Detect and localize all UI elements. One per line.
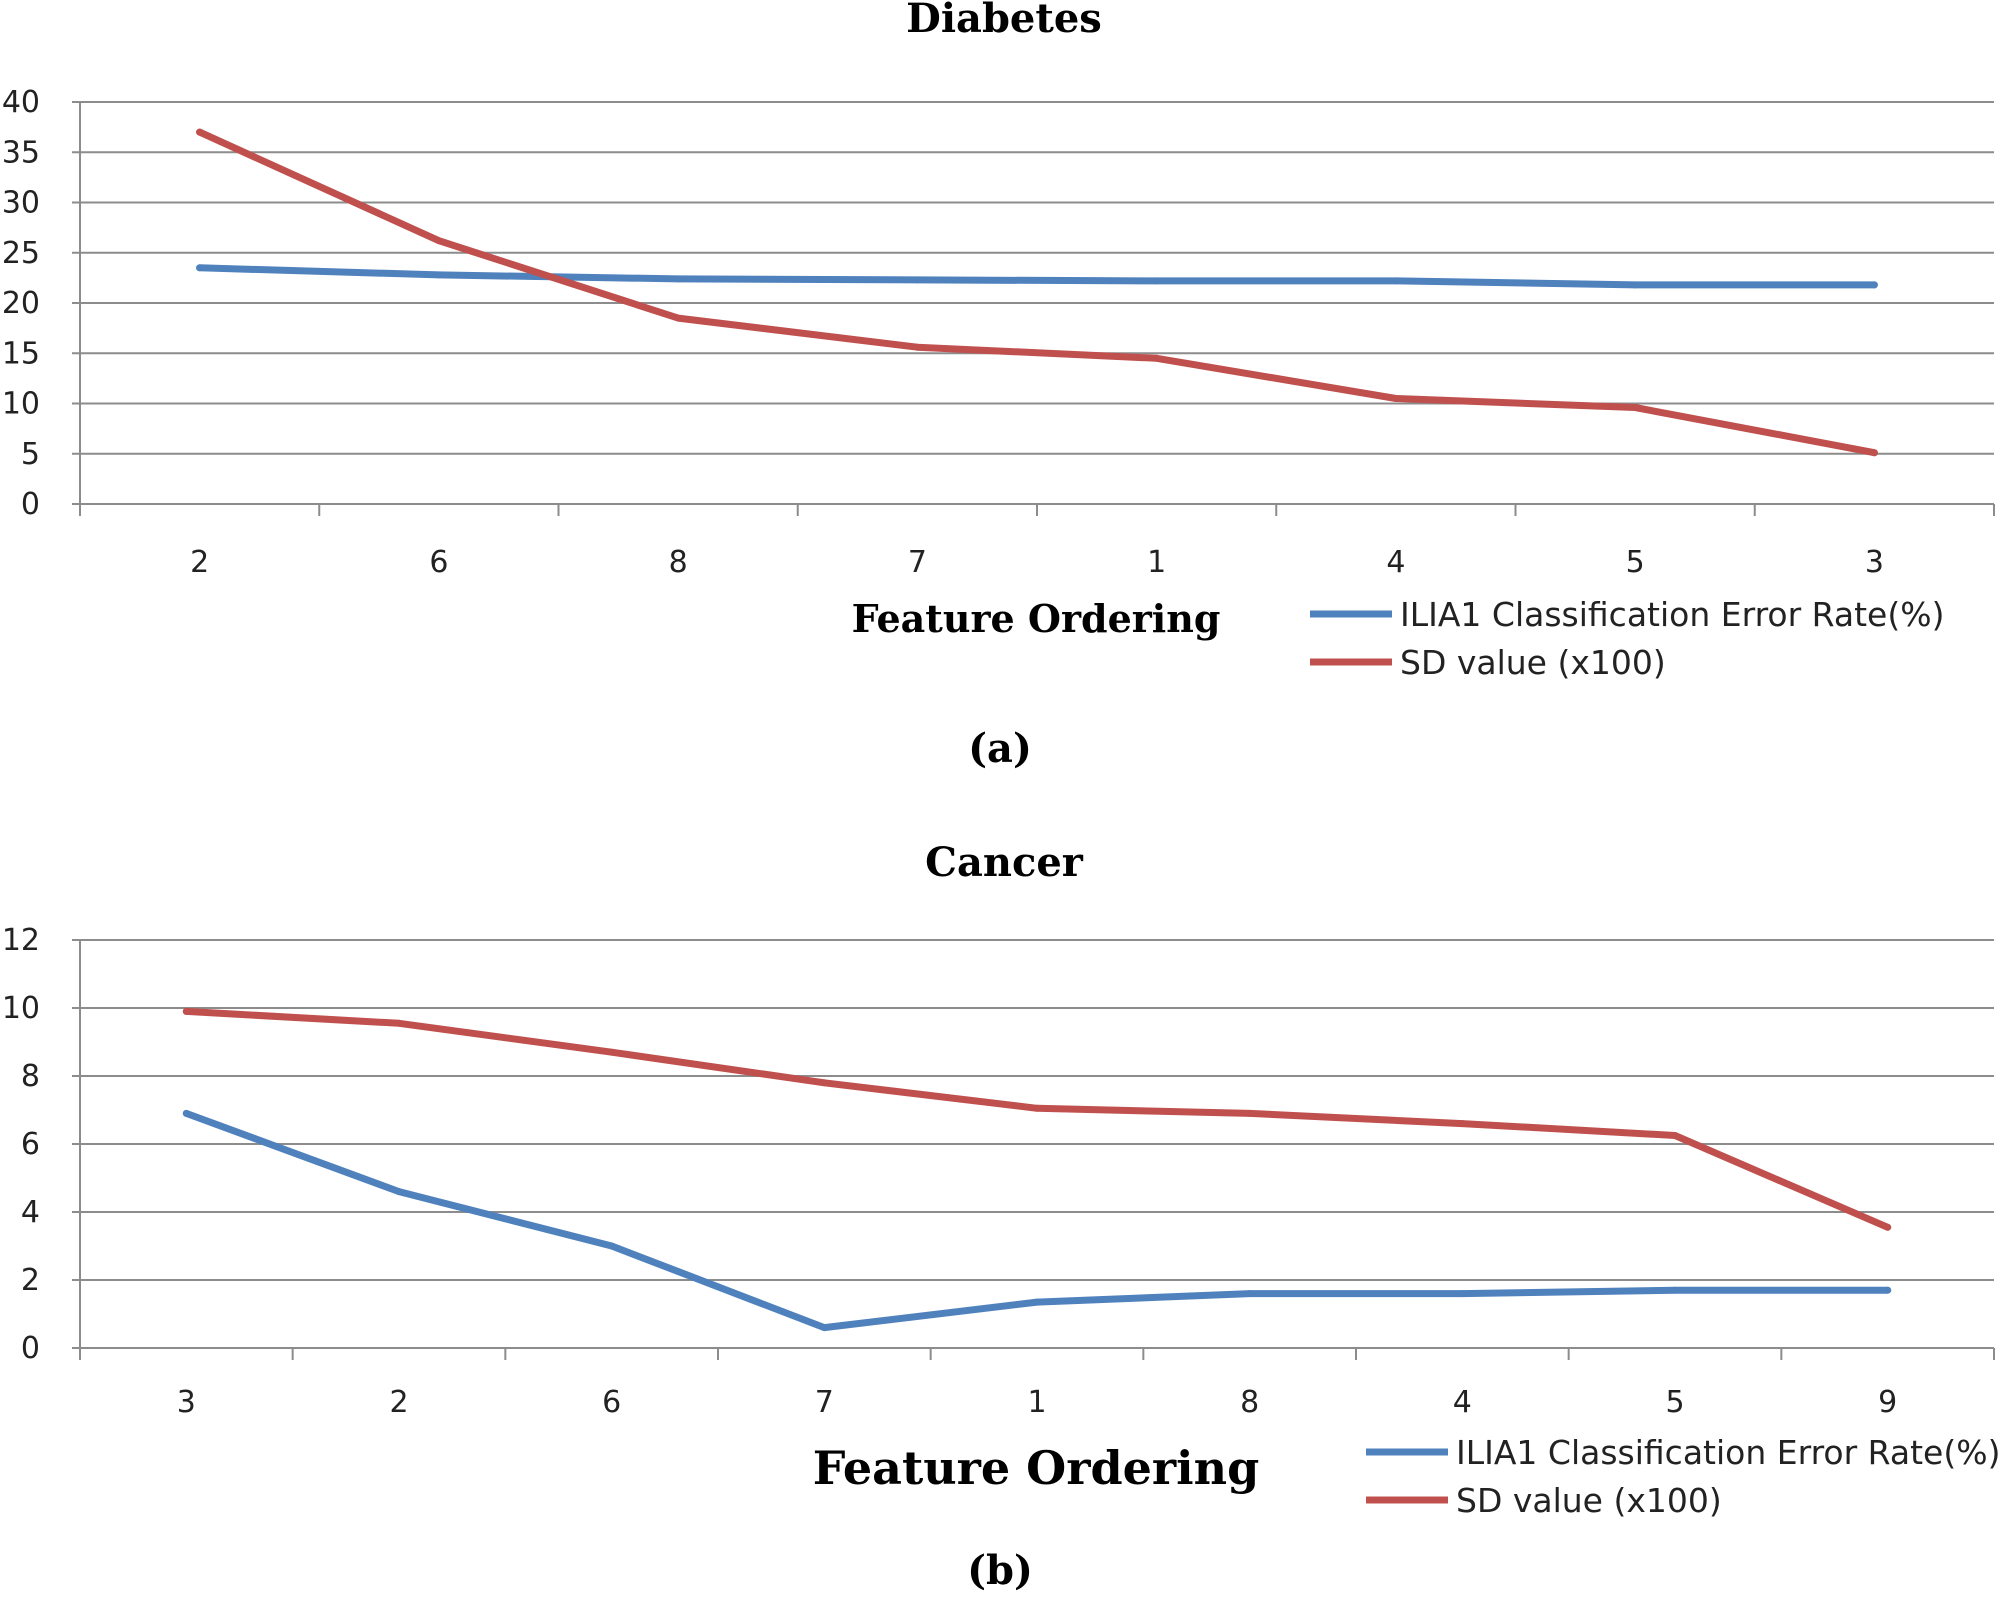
x-tick-labels: 3 2 6 7 1 8 4 5 9 (177, 1385, 1897, 1420)
data-point-sd-value (1631, 404, 1639, 412)
y-tick-label: 0 (21, 1331, 40, 1366)
data-point-error-rate (1870, 281, 1878, 289)
data-point-sd-value (1392, 394, 1400, 402)
caption-b: (b) (967, 1547, 1033, 1594)
x-tick-label: 6 (429, 545, 448, 580)
y-tick-label: 35 (2, 135, 40, 170)
legend-label-error-rate: ILIA1 Classification Error Rate(%) (1400, 595, 1944, 634)
x-axis-label: Feature Ordering (852, 596, 1221, 641)
data-point-error-rate (1153, 277, 1161, 285)
x-axis-label: Feature Ordering (813, 1441, 1259, 1495)
legend-label-sd-value: SD value (x100) (1400, 643, 1666, 682)
x-axis (79, 102, 1995, 516)
legend: ILIA1 Classification Error Rate(%) SD va… (1310, 595, 1944, 682)
x-tick-label: 7 (815, 1385, 834, 1420)
x-tick-label: 3 (1865, 545, 1884, 580)
x-tick-label: 8 (669, 545, 688, 580)
y-tick-label: 2 (21, 1263, 40, 1298)
y-tick-labels: 0 5 10 15 20 25 30 35 40 (2, 85, 40, 522)
data-point-error-rate (1631, 281, 1639, 289)
data-point-error-rate (1246, 1290, 1254, 1298)
data-point-sd-value (1246, 1109, 1254, 1117)
data-point-error-rate (1671, 1286, 1679, 1294)
data-point-sd-value (395, 1019, 403, 1027)
y-tick-label: 0 (21, 487, 40, 522)
chart-title: Diabetes (906, 0, 1102, 42)
data-point-error-rate (674, 275, 682, 283)
x-tick-label: 1 (1147, 545, 1166, 580)
legend: ILIA1 Classification Error Rate(%) SD va… (1366, 1433, 2000, 1520)
gridlines (72, 939, 1994, 1349)
y-tick-label: 30 (2, 186, 40, 221)
data-point-error-rate (913, 276, 921, 284)
y-tick-label: 15 (2, 336, 40, 371)
data-point-sd-value (674, 314, 682, 322)
y-tick-label: 6 (21, 1127, 40, 1162)
y-tick-labels: 0 2 4 6 8 10 12 (2, 923, 40, 1366)
data-point-sd-value (196, 128, 204, 136)
x-tick-label: 2 (389, 1385, 408, 1420)
data-point-error-rate (1392, 277, 1400, 285)
legend-label-error-rate: ILIA1 Classification Error Rate(%) (1456, 1433, 2000, 1472)
x-tick-label: 8 (1240, 1385, 1259, 1420)
data-point-error-rate (1458, 1290, 1466, 1298)
x-tick-label: 1 (1027, 1385, 1046, 1420)
series-lines (196, 128, 1878, 457)
data-point-sd-value (435, 237, 443, 245)
data-point-sd-value (1870, 449, 1878, 457)
data-point-sd-value (1458, 1120, 1466, 1128)
data-point-error-rate (1033, 1298, 1041, 1306)
series-line-sd-value (182, 1007, 1892, 1231)
x-tick-label: 2 (190, 545, 209, 580)
y-tick-label: 10 (2, 991, 40, 1026)
data-point-error-rate (608, 1242, 616, 1250)
caption-a: (a) (968, 725, 1032, 772)
y-tick-label: 12 (2, 923, 40, 958)
y-tick-label: 8 (21, 1059, 40, 1094)
y-tick-label: 4 (21, 1195, 40, 1230)
x-tick-label: 9 (1878, 1385, 1897, 1420)
x-tick-label: 7 (908, 545, 927, 580)
data-point-error-rate (182, 1109, 190, 1117)
gridlines (72, 101, 1994, 505)
data-point-sd-value (820, 1079, 828, 1087)
data-point-sd-value (1884, 1223, 1892, 1231)
data-point-sd-value (1033, 1104, 1041, 1112)
chart-cancer: Cancer 0 2 4 6 8 10 12 3 2 6 7 1 8 4 5 9 Feature Order… (2, 839, 2001, 1594)
chart-title: Cancer (925, 839, 1084, 886)
data-point-error-rate (435, 271, 443, 279)
series-line-error-rate (196, 264, 1878, 289)
data-point-sd-value (1153, 354, 1161, 362)
data-point-error-rate (1884, 1286, 1892, 1294)
x-axis (79, 940, 1995, 1360)
data-point-sd-value (913, 343, 921, 351)
data-point-sd-value (182, 1007, 190, 1015)
y-tick-label: 40 (2, 85, 40, 120)
x-tick-label: 5 (1626, 545, 1645, 580)
x-tick-label: 4 (1453, 1385, 1472, 1420)
data-point-sd-value (608, 1048, 616, 1056)
y-tick-label: 25 (2, 236, 40, 271)
series-line-sd-value (196, 128, 1878, 457)
x-tick-labels: 2 6 8 7 1 4 5 3 (190, 545, 1884, 580)
data-point-sd-value (1671, 1132, 1679, 1139)
data-point-error-rate (196, 264, 204, 272)
data-point-error-rate (820, 1324, 828, 1332)
y-tick-label: 5 (21, 437, 40, 472)
y-tick-label: 10 (2, 387, 40, 422)
x-tick-label: 4 (1386, 545, 1405, 580)
chart-diabetes: Diabetes 0 5 10 15 20 25 30 35 40 2 6 8 7 1 4 5 3 Featu… (2, 0, 1995, 772)
y-tick-label: 20 (2, 286, 40, 321)
x-tick-label: 6 (602, 1385, 621, 1420)
series-line-error-rate (182, 1109, 1892, 1332)
legend-label-sd-value: SD value (x100) (1456, 1481, 1722, 1520)
x-tick-label: 5 (1665, 1385, 1684, 1420)
data-point-error-rate (395, 1188, 403, 1196)
x-tick-label: 3 (177, 1385, 196, 1420)
series-lines (182, 1007, 1892, 1332)
